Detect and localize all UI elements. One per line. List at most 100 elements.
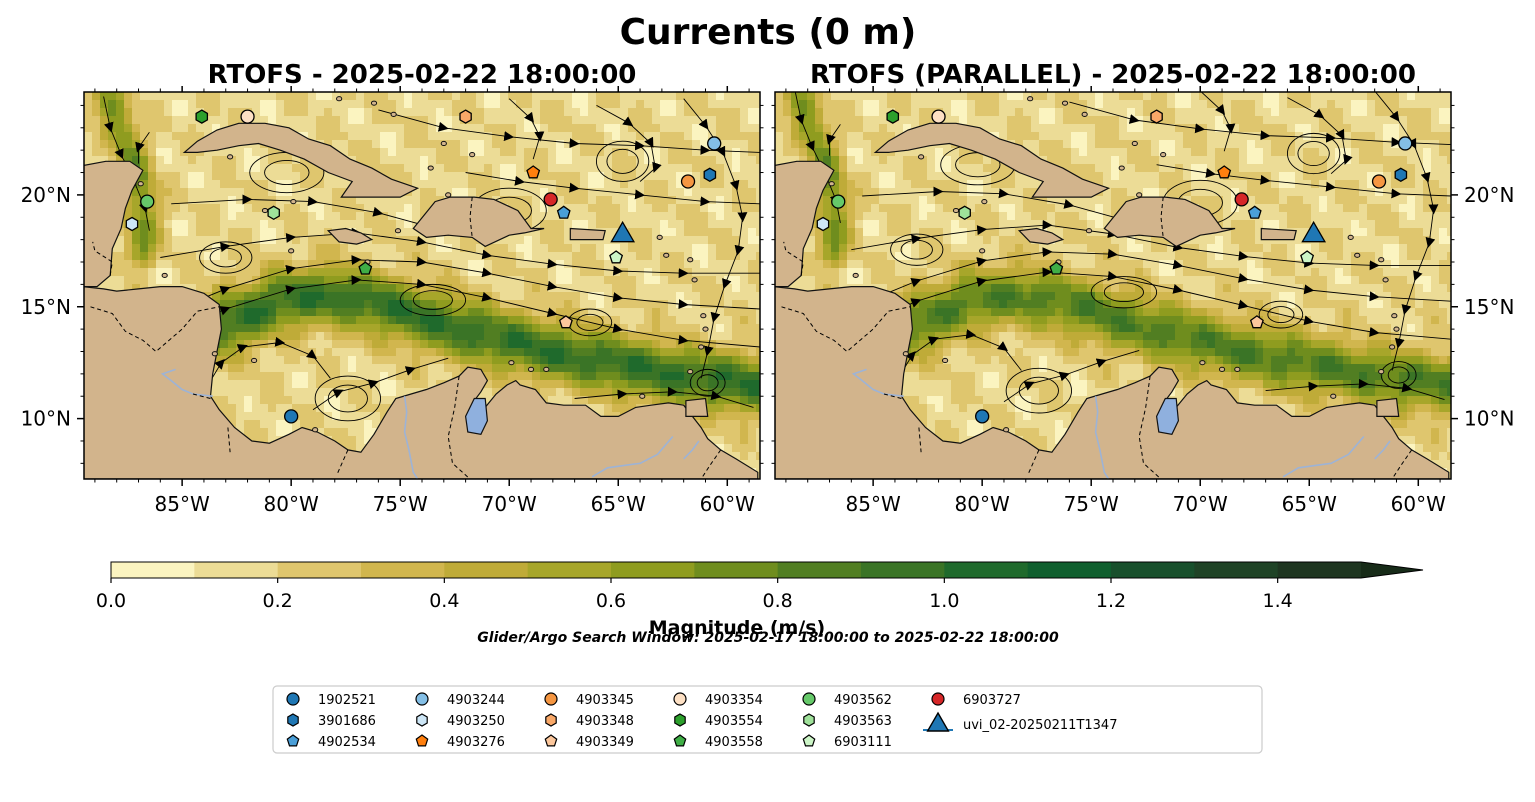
- marker-6903111: [1300, 250, 1315, 264]
- x-tick-label: 80°W: [264, 492, 319, 516]
- y-tick-label: 10°N: [21, 407, 71, 431]
- marker-6903111: [609, 250, 624, 264]
- x-tick-label: 70°W: [1173, 492, 1228, 516]
- marker-3901686: [703, 167, 717, 183]
- platform-markers: [816, 109, 1413, 424]
- marker-1902521: [284, 409, 299, 424]
- marker-4903250: [125, 216, 139, 232]
- colorbar-tick-label: 0.2: [263, 590, 293, 612]
- central-america-south-america: [84, 286, 759, 479]
- legend-item: 4903244: [415, 692, 505, 708]
- land: [84, 96, 759, 479]
- legend-marker: [802, 692, 816, 706]
- colorbar-bin: [527, 562, 612, 578]
- x-tick-label: 85°W: [155, 492, 210, 516]
- legend-marker: [673, 734, 687, 747]
- legend-item: 3901686: [287, 713, 376, 729]
- legend-marker: [674, 713, 686, 727]
- jamaica: [1017, 227, 1065, 245]
- legend-marker: [673, 692, 687, 706]
- legend-label: 6903727: [963, 693, 1021, 708]
- cuba: [873, 122, 1111, 198]
- legend-marker: [286, 734, 300, 747]
- colorbar-bin: [361, 562, 445, 578]
- marker-4903244: [1398, 136, 1413, 151]
- colorbar-bin: [611, 562, 695, 578]
- yucatan: [775, 160, 835, 288]
- marker-4903562: [140, 194, 155, 209]
- trinidad: [685, 397, 709, 417]
- x-tick-label: 60°W: [700, 492, 755, 516]
- colorbar-tick-label: 0.0: [96, 590, 126, 612]
- marker-6903727: [543, 192, 558, 207]
- legend-item: 4903558: [673, 734, 763, 750]
- colorbar-bin: [444, 562, 529, 578]
- map-panel-rtofs: RTOFS - 2025-02-22 18:00:00 85°W 80°W 75°W…: [21, 60, 764, 516]
- panel-title: RTOFS (PARALLEL) - 2025-02-22 18:00:00: [810, 60, 1416, 90]
- colorbar-tick-label: 0.8: [763, 590, 793, 612]
- legend-marker: [544, 692, 558, 706]
- marker-4903563: [958, 205, 971, 221]
- x-tick-label: 80°W: [955, 492, 1010, 516]
- legend-item: 4903276: [415, 734, 505, 750]
- legend-label: 4903250: [447, 714, 505, 729]
- x-tick-label: 75°W: [373, 492, 428, 516]
- legend-marker: [544, 734, 558, 747]
- marker-6903727: [1234, 192, 1249, 207]
- legend-item: 4903349: [544, 734, 634, 750]
- axis-ticks: 85°W 80°W 75°W 70°W 65°W 60°W 10°N 15°N 20°N: [771, 86, 1514, 516]
- marker-4903348: [459, 109, 472, 124]
- marker-4902534: [556, 205, 571, 219]
- colorbar-bin: [1277, 562, 1362, 578]
- marker-4903349: [558, 315, 573, 329]
- colorbar-extend-arrow: [1361, 562, 1423, 578]
- legend-item: 4903562: [802, 692, 892, 708]
- colorbar-tick-label: 1.2: [1096, 590, 1126, 612]
- legend-label: 4902534: [318, 735, 376, 750]
- marker-4903348: [1150, 109, 1163, 124]
- marker-4903250: [816, 216, 830, 232]
- colorbar: 0.0 0.2 0.4 0.6 0.8 1.0 1.2 1.4: [96, 561, 1424, 612]
- legend-item: 4903250: [416, 713, 505, 729]
- legend-marker: [545, 713, 557, 727]
- y-tick-label: 20°N: [1464, 183, 1514, 207]
- y-tick-label: 10°N: [1464, 407, 1514, 431]
- marker-4902534: [1247, 205, 1262, 219]
- marker-4903244: [707, 136, 722, 151]
- lake-maracaibo: [1155, 397, 1180, 435]
- puerto-rico: [569, 227, 606, 241]
- marker-1902521: [975, 409, 990, 424]
- marker-4903276: [526, 165, 541, 179]
- colorbar-bin: [777, 562, 862, 578]
- yucatan: [84, 160, 144, 288]
- legend-label: 4903558: [705, 735, 763, 750]
- colorbar-bin: [944, 562, 1029, 578]
- y-tick-label: 15°N: [21, 295, 71, 319]
- legend-label: 4903276: [447, 735, 505, 750]
- legend-label: 4903345: [576, 693, 634, 708]
- lake-maracaibo: [464, 397, 489, 435]
- central-america-south-america: [775, 286, 1450, 479]
- y-tick-label: 20°N: [21, 183, 71, 207]
- hispaniola: [1103, 196, 1236, 248]
- map-body: [84, 92, 760, 479]
- panel-title: RTOFS - 2025-02-22 18:00:00: [208, 60, 637, 90]
- legend-item: 6903111: [802, 734, 892, 750]
- colorbar-bin: [694, 562, 779, 578]
- marker-uvi-02-20250211T1347: [1301, 220, 1327, 243]
- marker-4903563: [267, 205, 280, 221]
- marker-4903554: [195, 109, 209, 124]
- colorbar-bin: [111, 562, 195, 578]
- marker-4903554: [886, 109, 900, 124]
- legend-label: 4903244: [447, 693, 505, 708]
- marker-4903354: [240, 109, 255, 124]
- platform-markers: [125, 109, 722, 424]
- legend-item: 4903348: [545, 713, 634, 729]
- legend-item: 4903354: [673, 692, 763, 708]
- trinidad: [1376, 397, 1400, 417]
- marker-4903558: [358, 261, 373, 275]
- legend-label: 4903554: [705, 714, 763, 729]
- x-tick-label: 65°W: [591, 492, 646, 516]
- hispaniola: [412, 196, 545, 248]
